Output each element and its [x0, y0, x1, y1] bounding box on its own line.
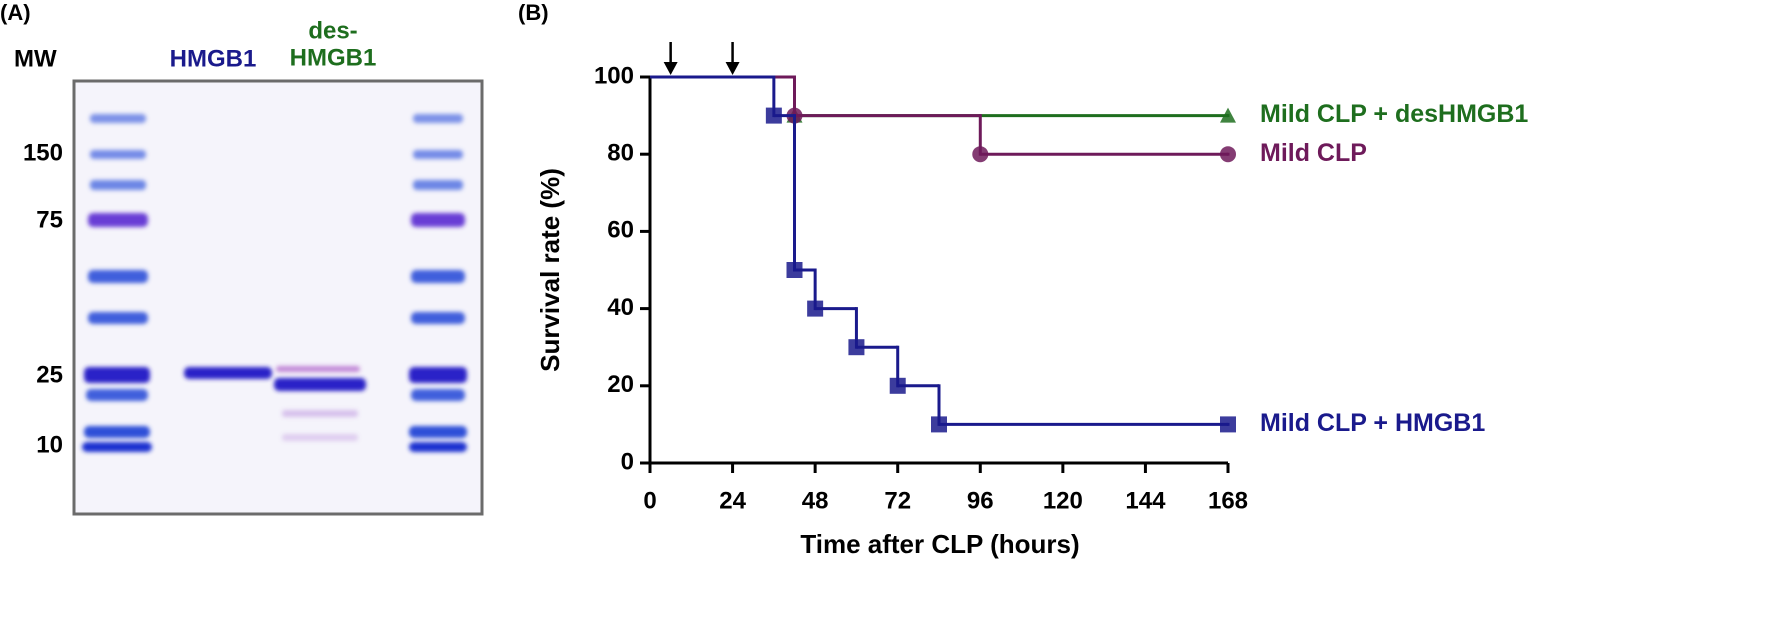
x-tick-label: 72 [884, 487, 911, 514]
band [409, 442, 467, 452]
band [274, 378, 366, 391]
y-tick-label: 80 [607, 140, 634, 167]
x-tick-label: 96 [967, 487, 994, 514]
marker [807, 300, 824, 317]
mw-marker-label: 75 [36, 206, 63, 233]
marker [931, 416, 947, 433]
band [413, 180, 463, 190]
band [413, 114, 463, 123]
marker [1220, 107, 1236, 123]
arrow-head [663, 62, 678, 75]
marker [972, 146, 989, 163]
band [88, 270, 148, 283]
mw-marker-label: 150 [23, 139, 63, 166]
lane-label: HMGB1 [290, 44, 377, 71]
band [411, 312, 465, 324]
marker [765, 107, 782, 124]
band [282, 410, 358, 417]
band [84, 367, 150, 383]
x-tick-label: 24 [719, 487, 746, 514]
band [90, 114, 146, 123]
lane-label: HMGB1 [170, 45, 257, 72]
marker [1220, 416, 1236, 433]
x-tick-label: 144 [1125, 487, 1166, 514]
band [90, 180, 146, 190]
band [282, 434, 358, 441]
x-axis-label: Time after CLP (hours) [800, 529, 1079, 559]
legend-label: Mild CLP + HMGB1 [1260, 409, 1485, 437]
x-tick-label: 168 [1208, 487, 1248, 514]
y-axis-label: Survival rate (%) [535, 168, 565, 372]
y-tick-label: 40 [607, 294, 634, 321]
band [411, 213, 465, 227]
y-tick-label: 60 [607, 217, 634, 244]
band [409, 367, 467, 383]
band [409, 426, 467, 438]
mw-marker-label: 10 [36, 431, 63, 458]
arrow-head [725, 62, 740, 75]
panel-label: (B) [518, 0, 549, 25]
x-tick-label: 48 [802, 487, 829, 514]
marker [848, 339, 865, 356]
band [411, 389, 465, 401]
marker [786, 262, 803, 278]
marker [1220, 146, 1236, 163]
band [84, 426, 150, 438]
x-tick-label: 120 [1043, 487, 1083, 514]
y-tick-label: 0 [621, 448, 634, 475]
legend-label: Mild CLP + desHMGB1 [1260, 100, 1528, 128]
band [413, 150, 463, 159]
band [88, 213, 148, 227]
lane-label: des- [308, 17, 357, 44]
mw-label: MW [14, 45, 57, 72]
mw-marker-label: 25 [36, 361, 63, 388]
y-tick-label: 20 [607, 371, 634, 398]
legend-label: Mild CLP [1260, 139, 1367, 167]
band [86, 389, 148, 401]
panel-label: (A) [0, 0, 31, 25]
band [82, 442, 152, 452]
y-tick-label: 100 [594, 62, 634, 89]
gel-bands [82, 114, 467, 452]
marker [889, 377, 906, 394]
band [90, 150, 146, 159]
band [411, 270, 465, 283]
x-tick-label: 0 [643, 487, 656, 514]
band [184, 367, 272, 379]
band [276, 366, 360, 372]
band [88, 312, 148, 324]
